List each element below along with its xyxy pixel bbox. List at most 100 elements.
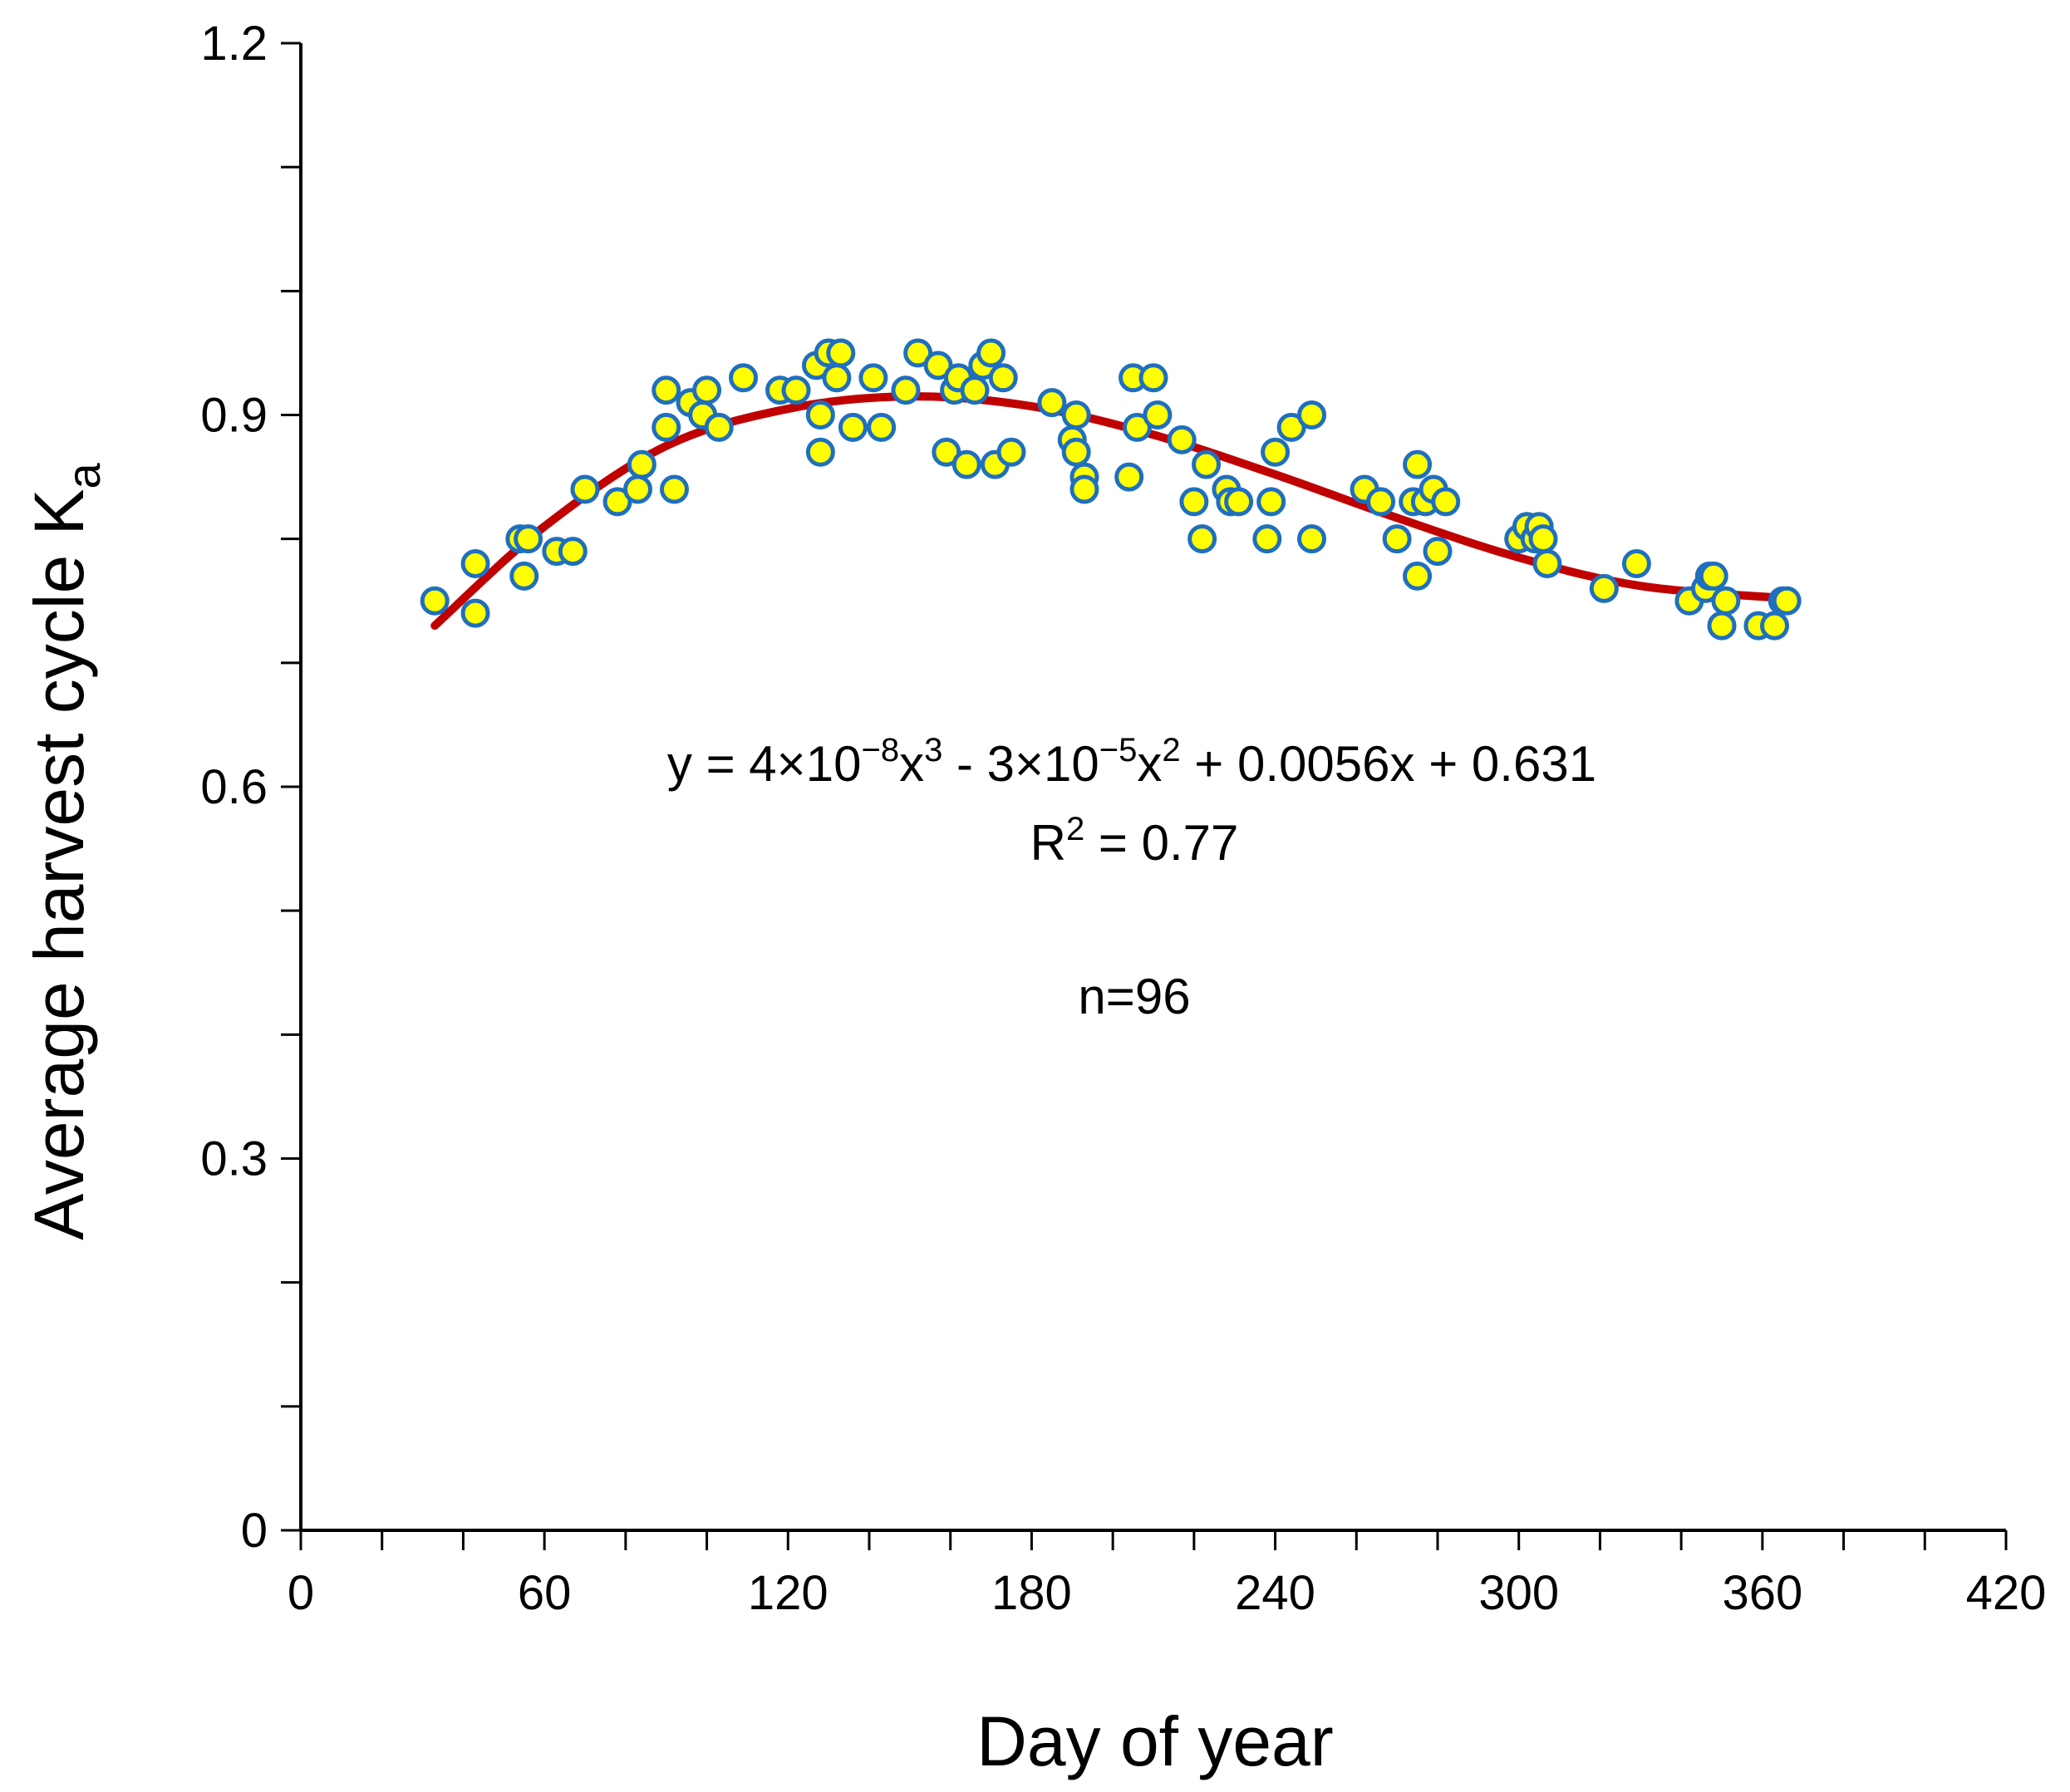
data-point (570, 474, 600, 504)
data-point (1431, 487, 1461, 517)
data-point (1069, 474, 1099, 504)
y-axis-title: Average harvest cycle Ka (20, 462, 110, 1240)
data-point (1114, 462, 1144, 492)
data-point (805, 400, 835, 430)
data-point (951, 449, 981, 479)
data-point (1256, 487, 1286, 517)
data-point (1297, 524, 1327, 554)
data-point (1224, 487, 1254, 517)
data-point (932, 437, 961, 467)
data-point (1061, 400, 1091, 430)
data-point (460, 598, 490, 628)
trendline-curve (430, 392, 1792, 631)
y-axis-title-subscript: a (57, 462, 110, 489)
data-point (602, 487, 632, 517)
data-points (420, 338, 1802, 641)
data-point (923, 351, 953, 380)
data-point (891, 376, 921, 405)
equation-part: + 0.0056x + 0.631 (1181, 736, 1596, 792)
data-point (1276, 412, 1306, 442)
data-point (514, 524, 543, 554)
data-point (960, 376, 990, 405)
equation-superscript: 3 (924, 732, 942, 768)
data-point (976, 338, 1006, 368)
data-point (1366, 487, 1396, 517)
sample-size-label: n=96 (1078, 969, 1190, 1024)
data-point (729, 363, 759, 393)
equation-part: - 3×10 (942, 736, 1099, 792)
data-point (692, 376, 722, 405)
equation-superscript: 2 (1162, 732, 1180, 768)
data-point (651, 376, 681, 405)
x-tick-label: 240 (1235, 1566, 1315, 1620)
data-point (988, 363, 1018, 393)
x-tick-label: 420 (1966, 1566, 2047, 1620)
data-point (1532, 549, 1562, 578)
axes: 0 0.3 0.6 0.9 1.2 0 60 120 180 240 300 360 420 (200, 17, 2046, 1620)
equation-part: y = 4×10 (667, 736, 862, 792)
data-point (627, 449, 656, 479)
data-point (867, 412, 897, 442)
data-point (903, 338, 933, 368)
y-tick-label: 0.3 (200, 1132, 268, 1186)
data-point (659, 474, 689, 504)
x-tick-label: 60 (518, 1566, 572, 1620)
data-point (805, 437, 835, 467)
data-point (1187, 524, 1217, 554)
data-point (1403, 449, 1433, 479)
data-point (1138, 363, 1168, 393)
data-point (1711, 586, 1741, 616)
data-point (996, 437, 1026, 467)
data-point (1143, 400, 1173, 430)
data-point (460, 549, 490, 578)
data-point (838, 412, 868, 442)
x-tick-label: 360 (1722, 1566, 1802, 1620)
data-point (1621, 549, 1651, 578)
data-point (623, 474, 653, 504)
y-tick-label: 0.9 (200, 389, 268, 443)
data-point (1707, 611, 1737, 641)
data-point (1192, 449, 1222, 479)
data-point (1167, 425, 1197, 454)
y-tick-label: 1.2 (200, 17, 268, 71)
data-point (1122, 412, 1152, 442)
r-squared-label: R2 = 0.77 (1030, 811, 1239, 871)
equation-superscript: −8 (861, 732, 899, 768)
trendline-layer (430, 392, 1792, 631)
data-point (1528, 524, 1558, 554)
data-point (1252, 524, 1282, 554)
data-point (558, 537, 588, 567)
y-tick-label: 0 (241, 1504, 268, 1558)
trendline-equation: y = 4×10−8x3 - 3×10−5x2 + 0.0056x + 0.63… (667, 732, 1596, 792)
equation-superscript: −5 (1099, 732, 1138, 768)
y-tick-label: 0.6 (200, 760, 268, 814)
data-point (822, 363, 852, 393)
data-point (704, 412, 734, 442)
data-point (420, 586, 450, 616)
data-point (1061, 437, 1091, 467)
x-axis-title: Day of year (976, 1702, 1334, 1780)
data-point (1037, 388, 1067, 418)
data-point (1589, 573, 1619, 603)
data-point (1772, 586, 1802, 616)
data-point (1179, 487, 1209, 517)
data-point (781, 376, 811, 405)
data-point (1297, 400, 1327, 430)
data-point (1423, 537, 1453, 567)
data-point (1382, 524, 1412, 554)
x-tick-label: 300 (1478, 1566, 1559, 1620)
data-point (651, 412, 681, 442)
data-point (1760, 611, 1790, 641)
data-point (858, 363, 888, 393)
data-point (1403, 561, 1433, 591)
data-point (826, 338, 856, 368)
x-tick-label: 180 (991, 1566, 1072, 1620)
x-tick-label: 120 (748, 1566, 828, 1620)
y-axis-title-main: Average harvest cycle K (20, 489, 98, 1240)
data-point (1261, 437, 1291, 467)
x-tick-label: 0 (288, 1566, 314, 1620)
data-point (509, 561, 539, 591)
data-point (1699, 561, 1728, 591)
equation-part: x (1137, 736, 1162, 792)
